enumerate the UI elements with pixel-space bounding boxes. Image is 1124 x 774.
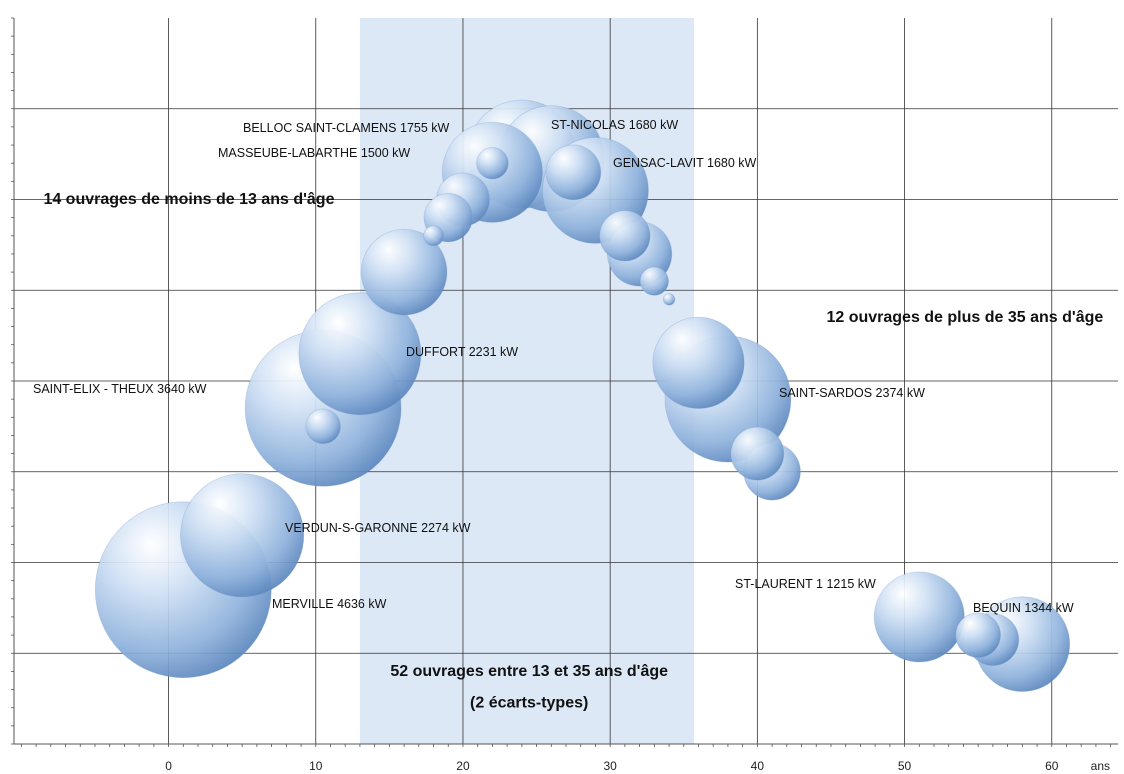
bubble-label: BELLOC SAINT-CLAMENS 1755 kW — [243, 121, 450, 135]
annotation-label: 14 ouvrages de moins de 13 ans d'âge — [43, 191, 334, 208]
bubble-point — [545, 144, 602, 201]
bubble-label: VERDUN-S-GARONNE 2274 kW — [285, 521, 471, 535]
bubble-point — [423, 225, 444, 247]
bubble-point — [955, 612, 1001, 658]
x-tick-label: 30 — [603, 759, 617, 773]
bubble-label: DUFFORT 2231 kW — [406, 345, 518, 359]
annotation-label: 12 ouvrages de plus de 35 ans d'âge — [826, 309, 1103, 326]
bubble-label: SAINT-SARDOS 2374 kW — [779, 386, 925, 400]
labels-layer: MERVILLE 4636 kW VERDUN-S-GARONNE 2274 kW… — [33, 118, 1074, 615]
bubble-point — [180, 473, 305, 598]
bubble-point — [298, 292, 422, 416]
x-tick-label: 10 — [309, 759, 323, 773]
bubble-label: MASSEUBE-LABARTHE 1500 kW — [218, 146, 410, 160]
x-unit-label: ans — [1091, 759, 1110, 773]
annotation-label: (2 écarts-types) — [470, 695, 588, 712]
bubble-label: GENSAC-LAVIT 1680 kW — [613, 156, 757, 170]
x-tick-label: 20 — [456, 759, 470, 773]
bubble-label: ST-LAURENT 1 1215 kW — [735, 577, 876, 591]
x-tick-label: 0 — [165, 759, 172, 773]
bubble-point — [662, 293, 676, 306]
bubble-point — [360, 228, 448, 316]
axes-layer: 0 10 20 30 40 50 60 ans — [11, 17, 1118, 773]
bubble-label: SAINT-ELIX - THEUX 3640 kW — [33, 382, 207, 396]
annotation-label: 52 ouvrages entre 13 et 35 ans d'âge — [390, 663, 668, 680]
bubble-point — [873, 571, 965, 663]
annotations-layer: 14 ouvrages de moins de 13 ans d'âge 12 o… — [43, 191, 1103, 712]
bubble-point — [652, 316, 745, 409]
bubble-label: BEQUIN 1344 kW — [973, 601, 1074, 615]
bubble-label: ST-NICOLAS 1680 kW — [551, 118, 678, 132]
bubble-point — [730, 426, 785, 481]
x-tick-label: 60 — [1045, 759, 1059, 773]
bubbles-layer — [94, 99, 1071, 692]
x-tick-label: 50 — [898, 759, 912, 773]
bubble-point — [305, 408, 341, 445]
bubble-label: MERVILLE 4636 kW — [272, 597, 387, 611]
bubble-point — [599, 210, 651, 262]
x-tick-label: 40 — [751, 759, 765, 773]
bubble-point — [639, 266, 669, 296]
bubble-point — [476, 146, 509, 180]
